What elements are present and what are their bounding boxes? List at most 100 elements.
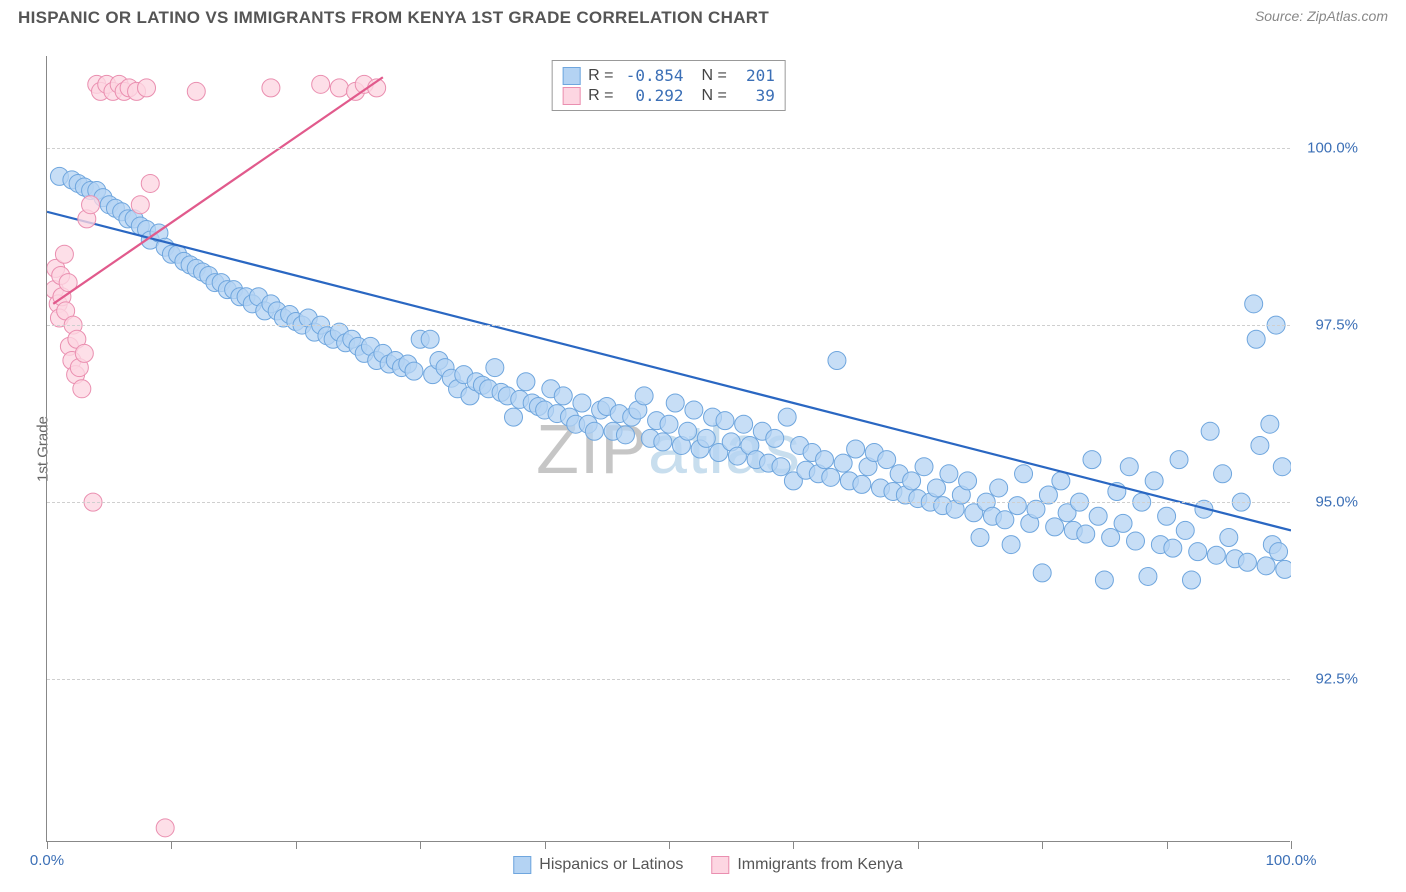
data-point-hispanic bbox=[1158, 507, 1176, 525]
data-point-hispanic bbox=[834, 454, 852, 472]
data-point-hispanic bbox=[1077, 525, 1095, 543]
data-point-hispanic bbox=[654, 433, 672, 451]
data-point-hispanic bbox=[1270, 543, 1288, 561]
data-point-hispanic bbox=[1257, 557, 1275, 575]
x-tick bbox=[669, 841, 670, 849]
data-point-hispanic bbox=[959, 472, 977, 490]
grid-line bbox=[47, 148, 1290, 149]
legend-label: Immigrants from Kenya bbox=[737, 856, 902, 874]
data-point-hispanic bbox=[1089, 507, 1107, 525]
data-point-kenya bbox=[82, 196, 100, 214]
data-point-hispanic bbox=[1251, 436, 1269, 454]
x-tick bbox=[918, 841, 919, 849]
data-point-hispanic bbox=[1189, 543, 1207, 561]
data-point-hispanic bbox=[1207, 546, 1225, 564]
data-point-hispanic bbox=[573, 394, 591, 412]
r-label: R = bbox=[588, 87, 613, 105]
legend-item-kenya: Immigrants from Kenya bbox=[711, 856, 902, 874]
data-point-kenya bbox=[156, 819, 174, 837]
data-point-hispanic bbox=[1095, 571, 1113, 589]
data-point-hispanic bbox=[927, 479, 945, 497]
data-point-hispanic bbox=[1276, 560, 1291, 578]
data-point-hispanic bbox=[1182, 571, 1200, 589]
y-tick-label: 100.0% bbox=[1307, 140, 1358, 157]
data-point-hispanic bbox=[554, 387, 572, 405]
data-point-kenya bbox=[312, 75, 330, 93]
n-label: N = bbox=[702, 87, 727, 105]
data-point-hispanic bbox=[822, 468, 840, 486]
data-point-kenya bbox=[330, 79, 348, 97]
y-tick-label: 95.0% bbox=[1315, 494, 1358, 511]
data-point-hispanic bbox=[1238, 553, 1256, 571]
data-point-hispanic bbox=[1220, 529, 1238, 547]
x-tick bbox=[420, 841, 421, 849]
stats-legend: R =-0.854N =201R =0.292N =39 bbox=[551, 60, 786, 111]
data-point-kenya bbox=[73, 380, 91, 398]
stats-row-kenya: R = 0.292 N = 39 bbox=[562, 86, 775, 105]
data-point-hispanic bbox=[1114, 514, 1132, 532]
data-point-hispanic bbox=[772, 458, 790, 476]
x-tick bbox=[296, 841, 297, 849]
data-point-hispanic bbox=[486, 359, 504, 377]
r-value: 0.292 bbox=[622, 86, 684, 105]
data-point-hispanic bbox=[1176, 521, 1194, 539]
data-point-hispanic bbox=[716, 412, 734, 430]
n-value: 39 bbox=[735, 86, 775, 105]
data-point-hispanic bbox=[1046, 518, 1064, 536]
data-point-hispanic bbox=[666, 394, 684, 412]
r-label: R = bbox=[588, 67, 613, 85]
data-point-hispanic bbox=[1247, 330, 1265, 348]
data-point-kenya bbox=[262, 79, 280, 97]
data-point-hispanic bbox=[697, 429, 715, 447]
data-point-hispanic bbox=[1170, 451, 1188, 469]
data-point-hispanic bbox=[1139, 567, 1157, 585]
data-point-hispanic bbox=[816, 451, 834, 469]
data-point-hispanic bbox=[635, 387, 653, 405]
data-point-hispanic bbox=[421, 330, 439, 348]
x-axis-label: 100.0% bbox=[1266, 852, 1317, 869]
data-point-hispanic bbox=[1008, 497, 1026, 515]
data-point-hispanic bbox=[505, 408, 523, 426]
source-label: Source: ZipAtlas.com bbox=[1255, 8, 1388, 24]
grid-line bbox=[47, 325, 1290, 326]
data-point-hispanic bbox=[1245, 295, 1263, 313]
data-point-hispanic bbox=[1201, 422, 1219, 440]
x-tick bbox=[1042, 841, 1043, 849]
data-point-hispanic bbox=[1033, 564, 1051, 582]
r-value: -0.854 bbox=[622, 66, 684, 85]
x-tick bbox=[171, 841, 172, 849]
x-tick bbox=[1291, 841, 1292, 849]
data-point-hispanic bbox=[1015, 465, 1033, 483]
data-point-hispanic bbox=[971, 529, 989, 547]
data-point-hispanic bbox=[585, 422, 603, 440]
n-label: N = bbox=[702, 67, 727, 85]
data-point-hispanic bbox=[517, 373, 535, 391]
data-point-hispanic bbox=[405, 362, 423, 380]
swatch-kenya bbox=[562, 87, 580, 105]
data-point-hispanic bbox=[679, 422, 697, 440]
data-point-hispanic bbox=[778, 408, 796, 426]
y-tick-label: 97.5% bbox=[1315, 317, 1358, 334]
data-point-hispanic bbox=[1102, 529, 1120, 547]
data-point-hispanic bbox=[1214, 465, 1232, 483]
data-point-hispanic bbox=[1164, 539, 1182, 557]
data-point-hispanic bbox=[660, 415, 678, 433]
grid-line bbox=[47, 502, 1290, 503]
data-point-hispanic bbox=[847, 440, 865, 458]
data-point-kenya bbox=[131, 196, 149, 214]
data-point-hispanic bbox=[1120, 458, 1138, 476]
data-point-kenya bbox=[187, 82, 205, 100]
data-point-hispanic bbox=[915, 458, 933, 476]
data-point-hispanic bbox=[903, 472, 921, 490]
swatch-kenya bbox=[711, 856, 729, 874]
data-point-hispanic bbox=[990, 479, 1008, 497]
x-tick bbox=[545, 841, 546, 849]
data-point-kenya bbox=[141, 174, 159, 192]
x-tick bbox=[793, 841, 794, 849]
plot-area: ZIPatlas R =-0.854N =201R =0.292N =39 92… bbox=[46, 56, 1290, 842]
stats-row-hispanic: R =-0.854N =201 bbox=[562, 66, 775, 85]
regression-line-hispanic bbox=[47, 212, 1291, 531]
data-point-hispanic bbox=[853, 475, 871, 493]
x-tick bbox=[1167, 841, 1168, 849]
series-legend: Hispanics or LatinosImmigrants from Keny… bbox=[513, 856, 902, 874]
